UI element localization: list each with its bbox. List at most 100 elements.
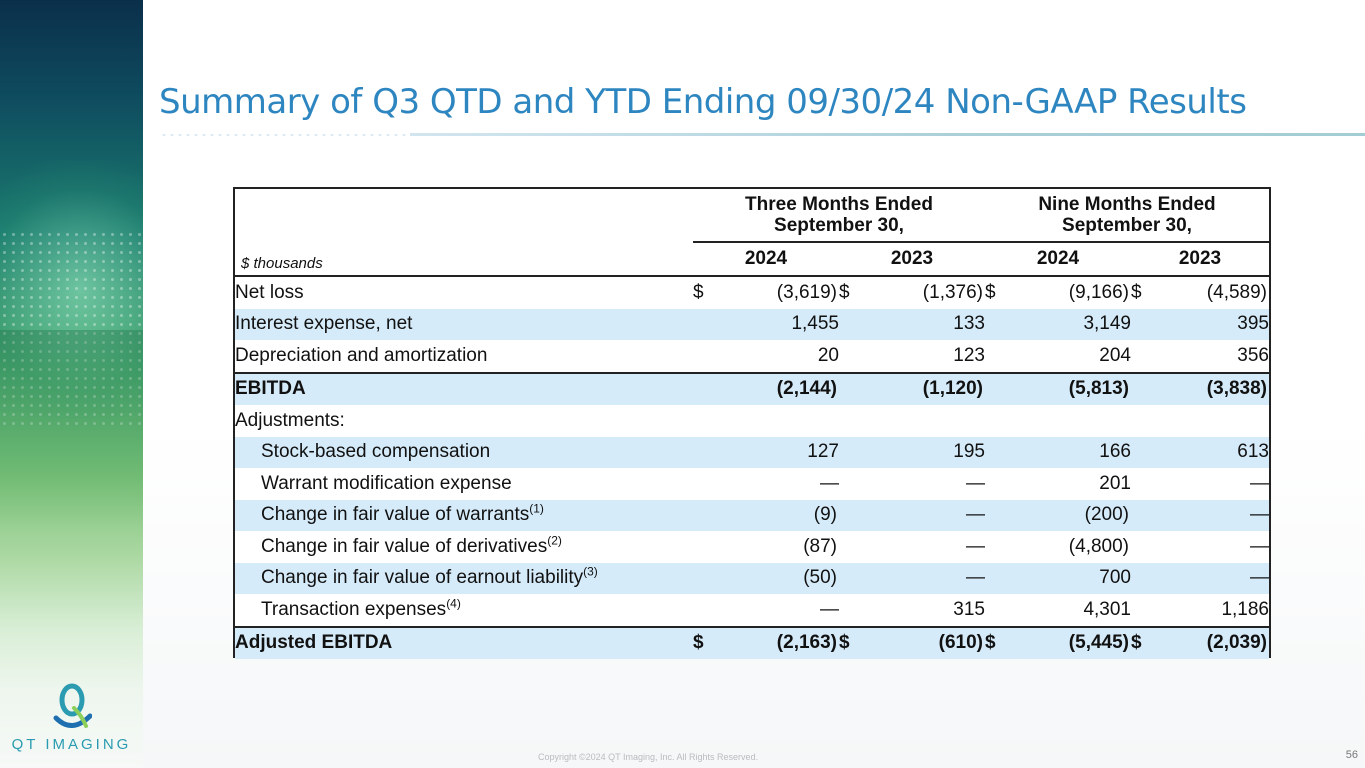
table-row: Adjustments: — [235, 405, 1269, 437]
value-cell: (9) — [719, 499, 839, 531]
row-label: Change in fair value of derivatives(2) — [235, 531, 693, 563]
value-cell: — — [865, 499, 985, 531]
currency-symbol: $ — [985, 281, 996, 303]
currency-symbol: $ — [693, 625, 719, 659]
row-label-text: Stock-based compensation — [261, 441, 491, 463]
table-row: Interest expense, net 1,455 133 3,149 395 — [235, 308, 1269, 340]
group-header-line2: September 30, — [1062, 215, 1192, 236]
table-row: Net loss $ (3,619) $ (1,376) $ (9,166) $ (4,589) — [235, 276, 1269, 309]
currency-symbol — [985, 499, 1011, 531]
currency-symbol — [985, 436, 1011, 468]
currency-symbol — [1131, 531, 1157, 563]
value-cell: 20 — [817, 344, 839, 366]
currency-symbol — [839, 531, 865, 563]
currency-symbol — [693, 468, 719, 500]
table-row: Depreciation and amortization 20 123 204 356 — [235, 340, 1269, 373]
currency-symbol — [1131, 499, 1157, 531]
row-label: Stock-based compensation — [235, 436, 693, 468]
currency-symbol — [1131, 371, 1157, 405]
currency-symbol — [693, 594, 719, 627]
value-cell: — — [966, 472, 985, 494]
row-label: Adjustments: — [235, 405, 693, 437]
currency-symbol — [839, 562, 865, 594]
currency-symbol — [1131, 340, 1157, 373]
side-panel-dot-pattern — [0, 230, 143, 430]
value-cell: — — [1250, 472, 1269, 494]
company-logo: QT IMAGING — [0, 680, 143, 760]
value-cell: — — [966, 535, 985, 557]
currency-symbol — [693, 308, 719, 340]
year-header-row: $ thousands 2024 2023 2024 2023 — [235, 242, 1269, 277]
row-label-text: Interest expense, net — [235, 313, 413, 335]
currency-symbol: $ — [839, 625, 865, 659]
currency-symbol — [1131, 468, 1157, 500]
currency-symbol — [839, 405, 865, 437]
value-cell: (610) — [865, 625, 985, 659]
non-gaap-table: Three Months Ended September 30, Nine Mo… — [233, 187, 1271, 659]
year-header: 2023 — [1131, 242, 1269, 277]
value-cell: (50) — [719, 562, 839, 594]
page-number: 56 — [1345, 749, 1358, 761]
value-cell: 195 — [865, 436, 985, 468]
year-header: 2024 — [985, 242, 1131, 277]
value-cell: 613 — [1157, 436, 1269, 468]
table-row: EBITDA (2,144) (1,120) (5,813) (3,838) — [235, 371, 1269, 405]
value-cell — [865, 405, 985, 437]
currency-symbol — [985, 340, 1011, 373]
value-cell: — — [1157, 562, 1269, 594]
header-blank — [235, 189, 693, 242]
row-label: Change in fair value of earnout liabilit… — [235, 562, 693, 594]
row-label-text: Adjustments: — [235, 409, 345, 431]
slide-title: Summary of Q3 QTD and YTD Ending 09/30/2… — [159, 82, 1247, 122]
units-label: $ thousands — [235, 242, 693, 277]
group-header-row: Three Months Ended September 30, Nine Mo… — [235, 189, 1269, 243]
currency-symbol — [985, 468, 1011, 500]
value-cell: 133 — [865, 308, 985, 340]
value-cell: (3,838) — [1157, 371, 1269, 405]
footnote-marker: (3) — [583, 564, 598, 579]
value-cell: (3,619) — [776, 281, 837, 303]
row-label-text: Adjusted EBITDA — [235, 632, 393, 654]
currency-symbol — [985, 562, 1011, 594]
currency-symbol — [693, 371, 719, 405]
value-cell: — — [820, 598, 839, 620]
value-cell: (200) — [1011, 499, 1131, 531]
year-header: 2024 — [693, 242, 839, 277]
currency-symbol — [985, 594, 1011, 627]
value-cell: (1,376) — [922, 281, 983, 303]
value-cell: — — [1250, 535, 1269, 557]
row-label: Adjusted EBITDA — [235, 625, 693, 659]
currency-symbol — [693, 562, 719, 594]
row-label: EBITDA — [235, 371, 693, 405]
year-header: 2023 — [839, 242, 985, 277]
currency-symbol — [693, 340, 719, 373]
value-cell: (2,039) — [1157, 625, 1269, 659]
currency-symbol — [693, 531, 719, 563]
value-cell: 127 — [719, 436, 839, 468]
value-cell: (2,163) — [719, 625, 839, 659]
value-cell: (4,589) — [1206, 281, 1267, 303]
currency-symbol — [693, 499, 719, 531]
currency-symbol — [1131, 594, 1157, 627]
value-cell: 315 — [953, 598, 985, 620]
row-label: Change in fair value of warrants(1) — [235, 499, 693, 531]
currency-symbol — [693, 405, 719, 437]
currency-symbol: $ — [1131, 281, 1142, 303]
group-header-nine-months: Nine Months Ended September 30, — [985, 189, 1269, 243]
footnote-marker: (1) — [529, 501, 544, 516]
row-label-text: EBITDA — [235, 378, 306, 400]
row-label: Transaction expenses(4) — [235, 594, 693, 627]
value-cell: 1,455 — [719, 308, 839, 340]
value-cell: 3,149 — [1011, 308, 1131, 340]
title-underline-solid — [410, 133, 1365, 136]
value-cell: (1,120) — [865, 371, 985, 405]
table-row: Change in fair value of earnout liabilit… — [235, 562, 1269, 594]
value-cell — [1011, 405, 1131, 437]
value-cell: 123 — [953, 344, 985, 366]
side-panel-silhouettes — [0, 330, 143, 530]
row-label: Interest expense, net — [235, 308, 693, 340]
currency-symbol — [839, 371, 865, 405]
logo-text: QT IMAGING — [11, 736, 132, 753]
table-row: Change in fair value of warrants(1) (9) — (… — [235, 499, 1269, 531]
value-cell: (4,800) — [1068, 535, 1129, 557]
